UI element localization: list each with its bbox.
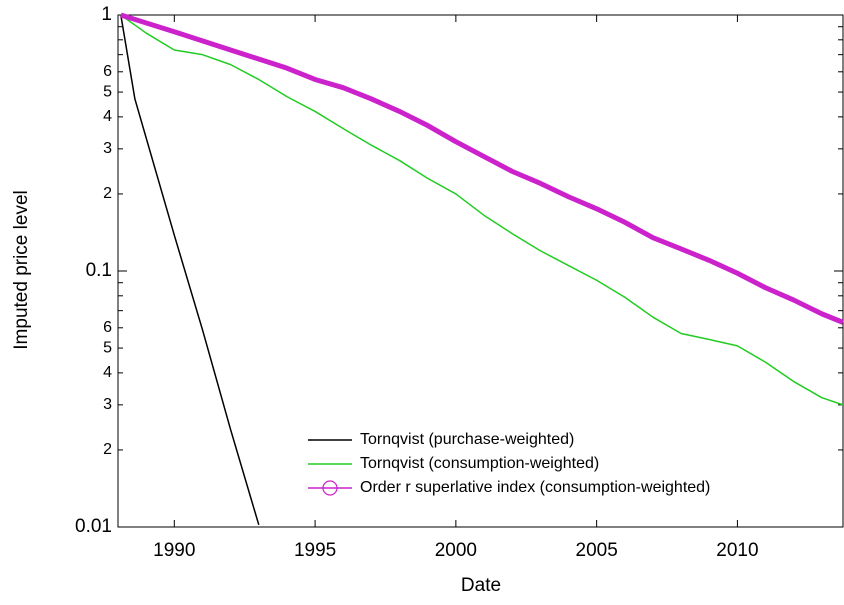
y-tick-label: 0.01 <box>75 516 112 537</box>
x-tick-label: 2010 <box>716 540 758 561</box>
series-line <box>120 12 844 325</box>
y-tick-label: 6 <box>103 319 112 336</box>
y-tick-label: 5 <box>103 339 112 356</box>
x-axis-label: Date <box>461 575 501 596</box>
y-tick-label: 2 <box>103 441 112 458</box>
y-tick-label: 3 <box>103 396 112 413</box>
y-tick-label: 5 <box>103 83 112 100</box>
y-tick-label: 4 <box>103 108 112 125</box>
y-tick-label: 4 <box>103 364 112 381</box>
y-tick-label: 6 <box>103 63 112 80</box>
y-tick-label: 3 <box>103 140 112 157</box>
series-line <box>120 14 260 526</box>
series-line <box>120 14 844 406</box>
x-tick-label: 1990 <box>153 540 195 561</box>
y-tick-label: 0.1 <box>86 260 112 281</box>
y-tick-label: 2 <box>103 185 112 202</box>
legend-label: Tornqvist (purchase-weighted) <box>360 431 574 448</box>
y-axis-label: Imputed price level <box>11 190 32 349</box>
legend-label: Order r superlative index (consumption-w… <box>360 479 710 496</box>
legend: Tornqvist (purchase-weighted) Tornqvist (… <box>308 431 710 496</box>
legend-marker <box>322 480 338 496</box>
x-tick-label: 2000 <box>435 540 477 561</box>
y-tick-label: 1 <box>101 4 112 25</box>
x-tick-label: 2005 <box>576 540 618 561</box>
legend-label: Tornqvist (consumption-weighted) <box>360 455 599 472</box>
x-tick-label: 1995 <box>294 540 336 561</box>
